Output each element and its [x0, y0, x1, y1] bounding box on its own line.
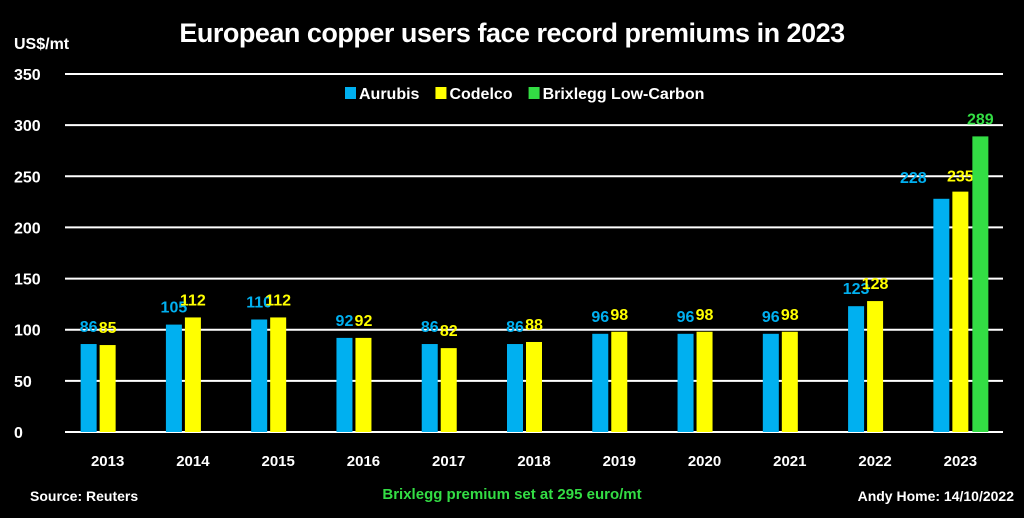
author-date: Andy Home: 14/10/2022 — [857, 488, 1014, 504]
x-tick-label: 2018 — [517, 453, 550, 470]
bar-codelco — [440, 348, 457, 432]
data-label: 123 — [843, 281, 870, 298]
data-label: 96 — [677, 309, 695, 326]
data-label: 92 — [355, 313, 373, 330]
y-axis-label: US$/mt — [14, 36, 70, 53]
footnote: Brixlegg premium set at 295 euro/mt — [382, 486, 642, 503]
bar-codelco — [781, 331, 798, 432]
bar-aurubis — [677, 333, 694, 432]
legend-label: Aurubis — [359, 86, 420, 103]
data-label: 96 — [591, 309, 609, 326]
x-tick-label: 2014 — [176, 453, 210, 470]
bar-aurubis — [80, 344, 97, 432]
data-label: 105 — [161, 300, 188, 317]
bar-aurubis — [592, 333, 609, 432]
data-label: 228 — [900, 170, 927, 187]
data-label: 86 — [421, 319, 439, 336]
x-tick-label: 2023 — [944, 453, 977, 470]
legend-swatch — [528, 87, 540, 99]
data-label: 88 — [525, 317, 543, 334]
x-tick-label: 2015 — [261, 453, 294, 470]
x-tick-label: 2022 — [858, 453, 891, 470]
bar-brixlegg-low-carbon — [972, 136, 989, 432]
bar-codelco — [867, 301, 884, 432]
x-tick-label: 2013 — [91, 453, 124, 470]
bar-aurubis — [762, 333, 779, 432]
data-label: 82 — [440, 323, 458, 340]
bar-aurubis — [933, 198, 950, 432]
bar-aurubis — [848, 306, 865, 432]
y-tick-label: 300 — [14, 118, 41, 135]
source-text: Source: Reuters — [30, 488, 139, 504]
x-tick-label: 2019 — [603, 453, 636, 470]
y-tick-label: 0 — [14, 425, 23, 442]
x-tick-label: 2017 — [432, 453, 465, 470]
bar-aurubis — [507, 344, 523, 432]
legend-label: Codelco — [449, 86, 512, 103]
bar-aurubis — [165, 324, 182, 432]
data-label: 128 — [862, 276, 889, 293]
bar-codelco — [611, 331, 628, 432]
data-label: 96 — [762, 309, 780, 326]
data-label: 86 — [506, 319, 524, 336]
bar-aurubis — [336, 337, 353, 432]
x-tick-label: 2021 — [773, 453, 806, 470]
data-label: 92 — [336, 313, 354, 330]
bar-codelco — [526, 341, 542, 432]
data-label: 110 — [246, 294, 272, 311]
y-tick-label: 100 — [14, 323, 41, 340]
bar-codelco — [184, 317, 201, 432]
bar-codelco — [355, 337, 372, 432]
legend-swatch — [345, 87, 356, 99]
data-label: 98 — [781, 307, 799, 324]
y-tick-label: 150 — [14, 272, 41, 289]
bar-aurubis — [421, 344, 438, 432]
bar-codelco — [952, 191, 969, 432]
chart-title: European copper users face record premiu… — [179, 18, 845, 48]
data-label: 112 — [265, 292, 291, 309]
bar-aurubis — [251, 319, 268, 432]
data-label: 85 — [99, 320, 117, 337]
y-tick-label: 200 — [14, 220, 41, 237]
bar-codelco — [696, 331, 713, 432]
data-label: 86 — [80, 319, 98, 336]
bar-codelco — [270, 317, 287, 432]
bar-codelco — [99, 345, 116, 432]
data-label: 112 — [180, 292, 206, 309]
data-label: 98 — [696, 307, 714, 324]
legend-label: Brixlegg Low-Carbon — [543, 86, 705, 103]
legend-swatch — [435, 87, 447, 99]
x-tick-label: 2020 — [688, 453, 721, 470]
y-tick-label: 250 — [14, 169, 41, 186]
y-tick-label: 50 — [14, 374, 32, 391]
x-tick-label: 2016 — [347, 453, 380, 470]
y-tick-label: 350 — [14, 67, 41, 84]
data-label: 235 — [947, 169, 974, 186]
data-label: 289 — [967, 111, 994, 128]
data-label: 98 — [610, 307, 628, 324]
